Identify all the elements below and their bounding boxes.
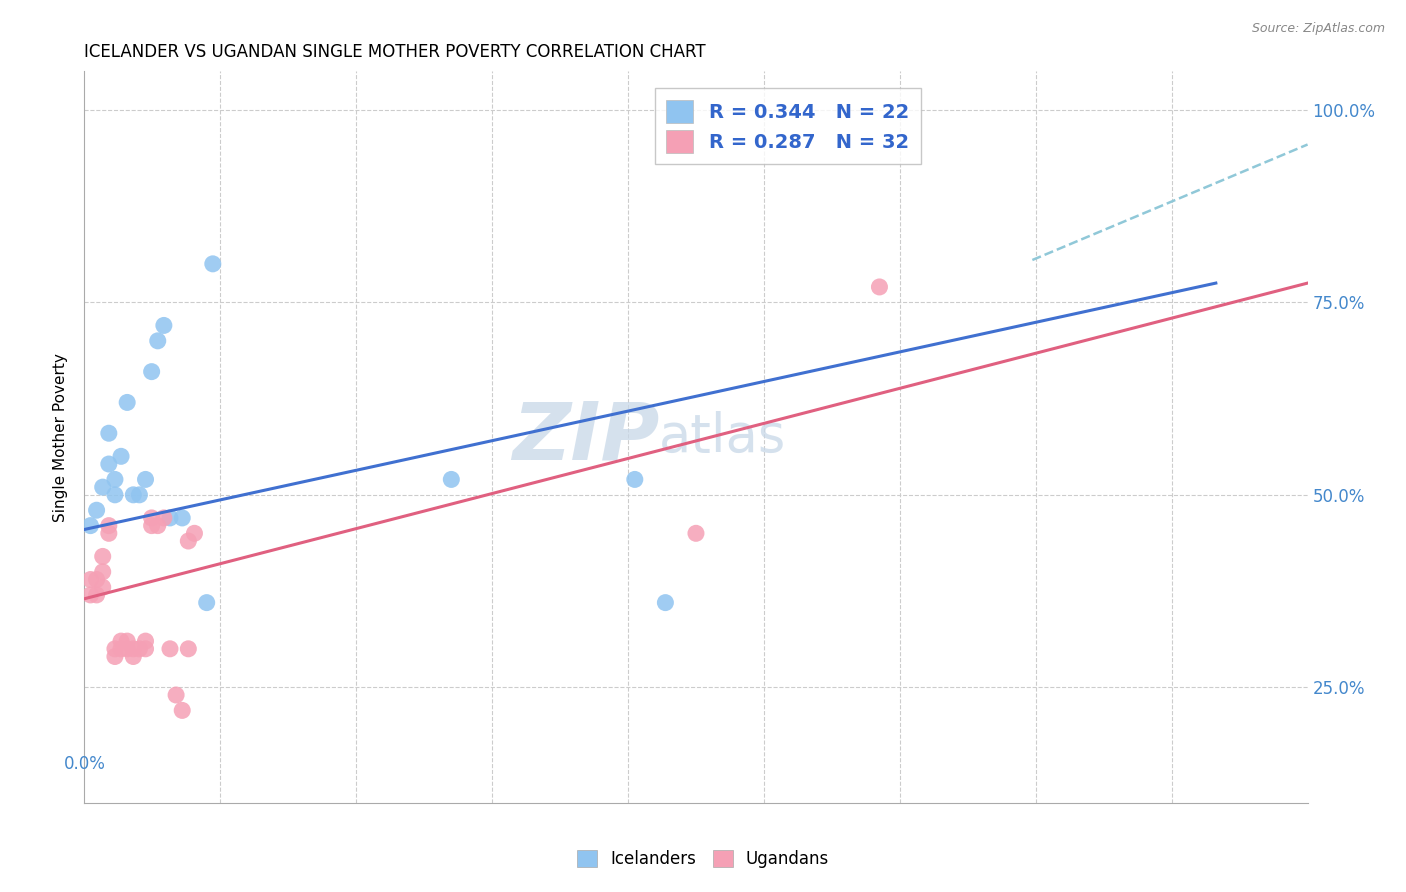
Point <box>141 365 163 379</box>
Point <box>91 549 114 564</box>
Point <box>97 518 120 533</box>
Point <box>153 318 176 333</box>
Point <box>146 334 169 348</box>
Point <box>624 472 647 486</box>
Point <box>122 488 145 502</box>
Point <box>165 688 187 702</box>
Point <box>201 257 224 271</box>
Point <box>79 588 101 602</box>
Point <box>115 641 138 656</box>
Text: ZIP: ZIP <box>512 398 659 476</box>
Point <box>159 511 181 525</box>
Point <box>153 511 176 525</box>
Legend: R = 0.344   N = 22, R = 0.287   N = 32: R = 0.344 N = 22, R = 0.287 N = 32 <box>655 88 921 164</box>
Point <box>128 488 150 502</box>
Point <box>91 580 114 594</box>
Point <box>97 426 120 441</box>
Text: ICELANDER VS UGANDAN SINGLE MOTHER POVERTY CORRELATION CHART: ICELANDER VS UGANDAN SINGLE MOTHER POVER… <box>84 44 706 62</box>
Point <box>97 526 120 541</box>
Point <box>146 518 169 533</box>
Text: Source: ZipAtlas.com: Source: ZipAtlas.com <box>1251 22 1385 36</box>
Point <box>86 503 108 517</box>
Y-axis label: Single Mother Poverty: Single Mother Poverty <box>53 352 69 522</box>
Legend: Icelanders, Ugandans: Icelanders, Ugandans <box>569 843 837 875</box>
Point <box>79 518 101 533</box>
Point <box>135 634 157 648</box>
Point <box>104 649 127 664</box>
Point <box>122 649 145 664</box>
Point <box>177 641 200 656</box>
Point <box>177 534 200 549</box>
Point <box>97 457 120 471</box>
Point <box>869 280 891 294</box>
Point <box>195 596 218 610</box>
Point <box>122 641 145 656</box>
Point <box>159 641 181 656</box>
Point <box>685 526 707 541</box>
Point <box>135 641 157 656</box>
Point <box>115 395 138 409</box>
Point <box>110 450 132 464</box>
Text: atlas: atlas <box>659 411 786 463</box>
Point <box>183 526 205 541</box>
Point <box>141 511 163 525</box>
Point <box>79 573 101 587</box>
Point <box>104 472 127 486</box>
Point <box>91 480 114 494</box>
Text: 0.0%: 0.0% <box>63 756 105 773</box>
Point <box>86 588 108 602</box>
Point <box>86 573 108 587</box>
Point <box>135 472 157 486</box>
Point <box>91 565 114 579</box>
Point <box>104 641 127 656</box>
Point <box>440 472 463 486</box>
Point <box>654 596 676 610</box>
Point <box>115 634 138 648</box>
Point <box>172 511 194 525</box>
Point <box>110 634 132 648</box>
Point <box>110 641 132 656</box>
Point <box>172 703 194 717</box>
Point <box>128 641 150 656</box>
Point <box>104 488 127 502</box>
Point <box>141 518 163 533</box>
